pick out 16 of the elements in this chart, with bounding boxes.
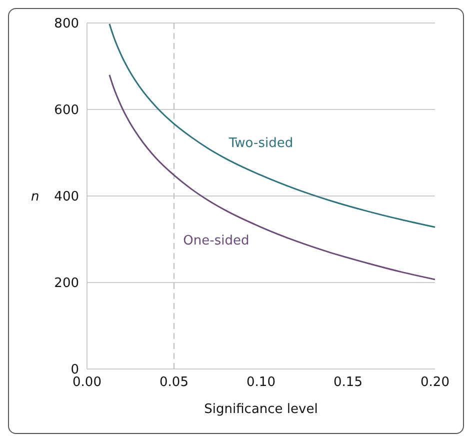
- y-tick-label: 600: [54, 103, 79, 118]
- x-tick-label: 0.15: [334, 375, 362, 390]
- series-label: Two-sided: [228, 136, 294, 152]
- series-label: One-sided: [183, 234, 250, 249]
- line-series: [108, 23, 435, 228]
- x-tick-label: 0.20: [420, 375, 450, 390]
- line-series: [108, 74, 435, 280]
- x-tick-label: 0.05: [160, 375, 188, 390]
- y-tick-label: 0: [70, 362, 79, 378]
- x-tick-label: 0.10: [246, 375, 276, 390]
- y-tick-label: 200: [54, 276, 79, 292]
- x-axis-title: Significance level: [204, 402, 318, 417]
- y-tick-label: 800: [54, 16, 79, 32]
- x-tick-label: 0.00: [72, 375, 102, 390]
- y-tick-label: 400: [54, 190, 79, 205]
- y-axis-title: n: [31, 190, 40, 205]
